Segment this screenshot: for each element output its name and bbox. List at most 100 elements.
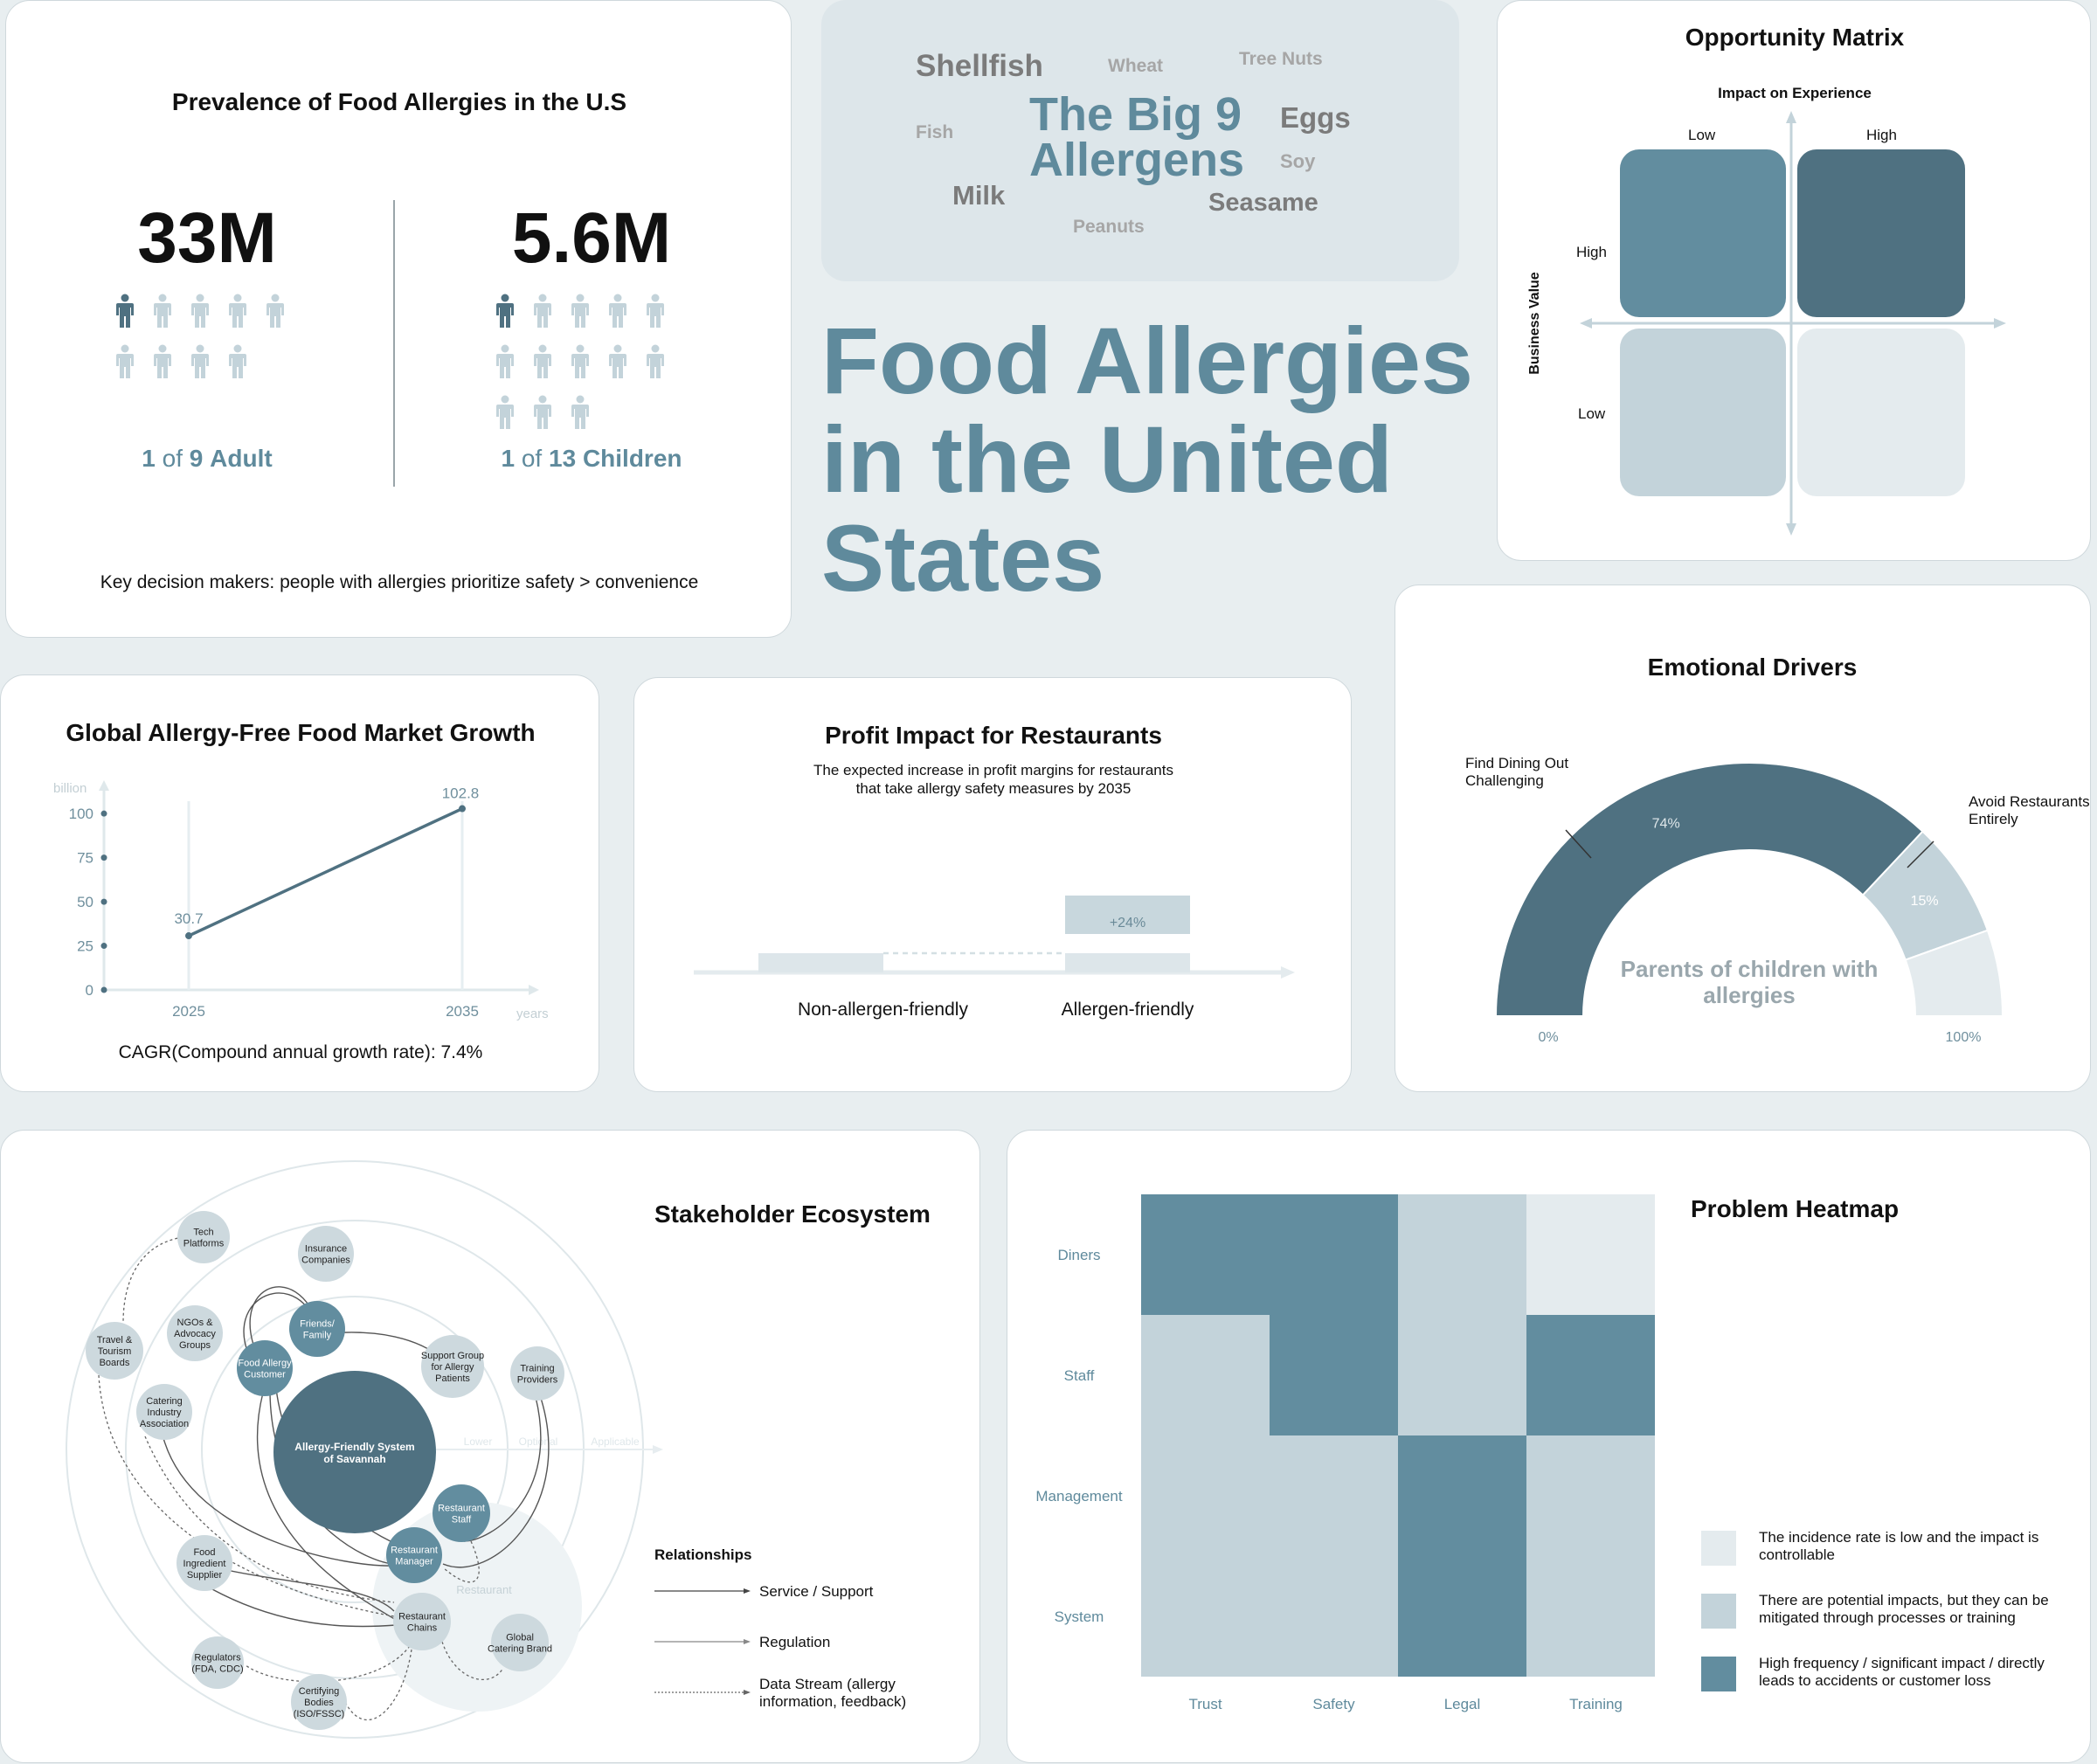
opportunity-matrix-svg bbox=[1580, 111, 2006, 536]
market-y-tick-dot bbox=[100, 810, 107, 817]
emotional-label-1-line1: Find Dining Out bbox=[1465, 755, 1569, 771]
child-person-icon bbox=[571, 344, 590, 384]
heatmap-cell bbox=[1270, 1556, 1398, 1677]
ecosystem-axis-arrow bbox=[653, 1445, 663, 1454]
child-person-icon bbox=[608, 294, 627, 333]
market-y-tick-dot bbox=[100, 943, 107, 950]
ecosystem-node-label: (FDA, CDC) bbox=[191, 1664, 243, 1675]
ecosystem-title: Stakeholder Ecosystem bbox=[654, 1200, 931, 1228]
ecosystem-node-supplier bbox=[176, 1535, 232, 1591]
heatmap-col-label: Training bbox=[1569, 1696, 1623, 1712]
heatmap-cell bbox=[1398, 1315, 1526, 1435]
ecosystem-node-label: Supplier bbox=[187, 1570, 223, 1581]
market-y-tick-label: 100 bbox=[69, 806, 93, 822]
ecosystem-node-training bbox=[510, 1346, 564, 1401]
heatmap-title: Problem Heatmap bbox=[1691, 1195, 1900, 1222]
child-person-icon bbox=[533, 294, 552, 333]
ecosystem-node-label: (ISO/FSSC) bbox=[294, 1709, 345, 1719]
ecosystem-node-chains bbox=[393, 1593, 451, 1650]
ecosystem-data-link bbox=[98, 1374, 395, 1617]
allergens-heading-2: Allergens bbox=[1029, 134, 1245, 186]
ecosystem-node-insurance bbox=[298, 1226, 354, 1282]
emotional-center-label: Parents of children with allergies bbox=[1579, 956, 1920, 1008]
ecosystem-data-link bbox=[144, 1435, 395, 1603]
allergen-eggs: Eggs bbox=[1280, 101, 1351, 134]
adult-icons bbox=[115, 294, 316, 398]
ecosystem-node-label: Travel & bbox=[97, 1335, 133, 1345]
quadrant-low-low bbox=[1620, 329, 1786, 496]
ecosystem-axis-applicable: Applicable bbox=[591, 1435, 640, 1448]
allergen-peanuts: Peanuts bbox=[1073, 217, 1145, 237]
children-ratio-of: of bbox=[521, 445, 543, 472]
heatmap-legend-swatch bbox=[1701, 1531, 1736, 1566]
children-ratio-num: 1 bbox=[501, 445, 516, 472]
ecosystem-data-link bbox=[345, 1649, 412, 1721]
market-y-tick-label: 0 bbox=[86, 982, 93, 999]
heatmap-cell bbox=[1141, 1315, 1270, 1435]
heatmap-legend-text: There are potential impacts, but they ca… bbox=[1759, 1592, 2049, 1627]
opportunity-x-low: Low bbox=[1688, 127, 1716, 143]
main-title-line3: States bbox=[821, 505, 1105, 611]
market-y-tick-label: 75 bbox=[77, 850, 93, 867]
ecosystem-node-label: Restaurant bbox=[391, 1546, 438, 1556]
child-person-icon bbox=[646, 294, 665, 333]
legend-regulation: Regulation bbox=[759, 1634, 831, 1650]
allergen-seasame: Seasame bbox=[1208, 189, 1318, 217]
adult-person-icon bbox=[266, 294, 285, 333]
heatmap-legend-text: High frequency / significant impact / di… bbox=[1759, 1655, 2045, 1690]
ecosystem-node-label: Patients bbox=[435, 1373, 470, 1384]
heatmap-legend-item: High frequency / significant impact / di… bbox=[1689, 1648, 2073, 1700]
profit-bar-allergen-increase bbox=[1065, 896, 1190, 934]
emotional-leader-2 bbox=[1907, 840, 1934, 868]
ecosystem-node-label: Customer bbox=[244, 1370, 286, 1380]
heatmap-cell bbox=[1526, 1556, 1655, 1677]
ecosystem-node-label: Catering Brand bbox=[488, 1644, 552, 1655]
prevalence-title: Prevalence of Food Allergies in the U.S bbox=[171, 88, 627, 115]
child-person-icon bbox=[495, 395, 515, 434]
ecosystem-node-label: Companies bbox=[301, 1256, 350, 1266]
adults-ratio-den: 9 bbox=[189, 445, 204, 472]
ecosystem-node-label: Tourism bbox=[98, 1346, 132, 1357]
ecosystem-node-label: Staff bbox=[452, 1515, 472, 1525]
profit-category-label: Non-allergen-friendly bbox=[798, 1000, 968, 1020]
market-x-tick-label: 2025 bbox=[172, 1003, 205, 1020]
ecosystem-node-label: Certifying bbox=[299, 1686, 339, 1697]
heatmap-cell bbox=[1270, 1315, 1398, 1435]
emotional-slice-label: 15% bbox=[1911, 894, 1939, 909]
heatmap-legend-line2: leads to accidents or customer loss bbox=[1759, 1672, 1991, 1689]
emotional-label-1-line2: Challenging bbox=[1465, 772, 1544, 789]
opportunity-v-arrow-up bbox=[1786, 111, 1796, 123]
ecosystem-node-manager bbox=[386, 1527, 442, 1583]
ecosystem-core-node bbox=[273, 1371, 436, 1533]
emotional-slice bbox=[1904, 929, 2004, 1017]
ecosystem-node-regulators bbox=[191, 1636, 244, 1689]
emotional-center-line2: allergies bbox=[1703, 982, 1796, 1008]
ecosystem-axis-lower: Lower bbox=[464, 1435, 493, 1448]
heatmap-cell bbox=[1141, 1556, 1270, 1677]
opportunity-h-arrow-left bbox=[1580, 318, 1592, 329]
emotional-center-line1: Parents of children with bbox=[1620, 956, 1879, 982]
adults-ratio-of: of bbox=[162, 445, 183, 472]
profit-title: Profit Impact for Restaurants bbox=[825, 722, 1162, 749]
legend-data-line1: Data Stream (allergy bbox=[759, 1676, 896, 1692]
ecosystem-node-global bbox=[491, 1614, 549, 1671]
children-ratio-den: 13 bbox=[549, 445, 577, 472]
profit-increase-label: +24% bbox=[1110, 916, 1145, 930]
allergen-soy: Soy bbox=[1280, 150, 1316, 172]
heatmap-col-label: Safety bbox=[1312, 1696, 1355, 1712]
emotional-card: Emotional Drivers Find Dining Out Challe… bbox=[1395, 585, 2091, 1092]
ecosystem-node-label: Insurance bbox=[305, 1244, 347, 1255]
main-title-line2: in the United bbox=[821, 406, 1393, 512]
allergens-heading-1: The Big 9 bbox=[1029, 88, 1242, 141]
heatmap-cell bbox=[1270, 1435, 1398, 1556]
ecosystem-node-label: Association bbox=[140, 1419, 189, 1429]
heatmap-cell bbox=[1141, 1435, 1270, 1556]
ecosystem-node-catering bbox=[136, 1384, 192, 1440]
emotional-leader-1 bbox=[1565, 829, 1592, 859]
adults-value: 33M bbox=[137, 198, 277, 278]
heatmap-legend-text: The incidence rate is low and the impact… bbox=[1759, 1529, 2038, 1564]
ecosystem-node-support bbox=[421, 1335, 484, 1398]
child-person-icon bbox=[608, 344, 627, 384]
heatmap-legend-item: There are potential impacts, but they ca… bbox=[1689, 1585, 2073, 1637]
child-person-icon bbox=[646, 344, 665, 384]
